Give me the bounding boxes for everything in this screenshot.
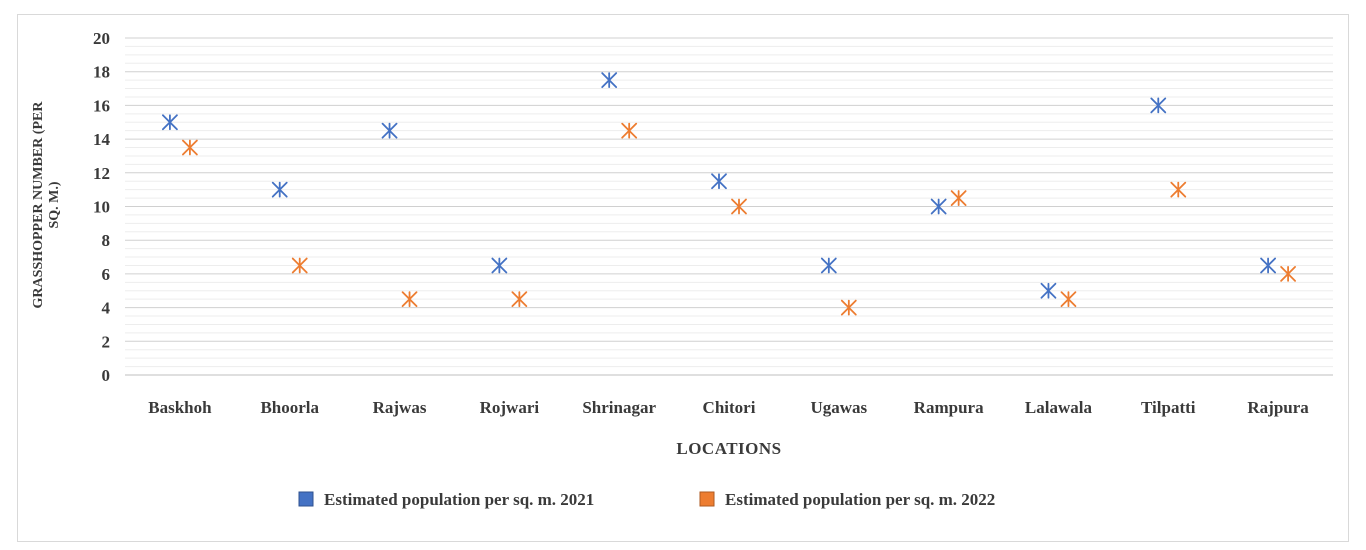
data-point [820,257,837,274]
x-tick-label: Rojwari [480,398,540,417]
x-tick-label: Ugawas [810,398,867,417]
data-point [711,173,727,190]
data-point [840,299,857,316]
x-tick-label: Shrinagar [582,398,656,417]
data-marks [162,72,1296,316]
x-tick-label: Rajpura [1247,398,1309,417]
x-tick-label: Bhoorla [260,398,319,417]
y-axis-title-line-2: SQ. M.) [47,181,62,228]
x-axis-ticks: Baskhoh Bhoorla Rajwas Rojwari Shrinagar Chit… [148,398,1309,417]
data-point [182,139,198,156]
data-point [1150,97,1167,114]
x-axis-title: LOCATIONS [676,439,781,458]
y-axis-title-line-1: GRASSHOPPER NUMBER (PER [31,101,46,309]
y-tick-label: 16 [93,96,110,115]
chart-frame [17,14,1349,542]
data-point [1170,181,1187,198]
x-tick-label: Lalawala [1025,398,1093,417]
y-tick-label: 12 [93,164,110,183]
major-gridlines [125,37,1333,376]
data-point [511,291,528,308]
data-point [271,181,288,198]
x-tick-label: Chitori [703,398,756,417]
series-2 [182,122,1296,316]
x-tick-label: Baskhoh [148,398,212,417]
data-point [621,122,638,139]
y-tick-label: 4 [102,299,111,318]
data-point [401,291,418,308]
legend-label-2021: Estimated population per sq. m. 2021 [324,490,594,509]
y-axis-title: GRASSHOPPER NUMBER (PER SQ. M.) [31,101,62,309]
y-tick-label: 10 [93,198,110,217]
data-point [950,190,967,206]
data-point [162,114,178,131]
data-point [491,257,508,274]
y-axis-ticks: 0 2 4 6 8 10 12 14 16 18 20 [93,29,111,385]
y-tick-label: 20 [93,29,110,48]
legend-label-2022: Estimated population per sq. m. 2022 [725,490,995,509]
data-point [1060,291,1077,308]
series-1 [162,72,1276,299]
y-tick-label: 2 [102,332,111,351]
data-point [1040,282,1057,299]
legend-swatch-2021 [298,491,314,507]
y-tick-label: 8 [102,231,111,250]
data-point [930,198,947,215]
x-tick-label: Tilpatti [1141,398,1196,417]
minor-gridlines [125,45,1333,368]
y-tick-label: 18 [93,63,110,82]
data-point [1280,265,1296,282]
y-tick-label: 14 [93,130,111,149]
y-tick-label: 0 [102,366,111,385]
y-tick-label: 6 [102,265,111,284]
x-tick-label: Rajwas [373,398,427,417]
data-point [1260,257,1276,274]
data-point [601,72,618,89]
legend-swatch-2022 [699,491,715,507]
data-point [381,122,398,139]
data-point [291,257,308,274]
data-point [731,198,747,215]
x-tick-label: Rampura [914,398,984,417]
legend: Estimated population per sq. m. 2021 Est… [298,490,995,509]
